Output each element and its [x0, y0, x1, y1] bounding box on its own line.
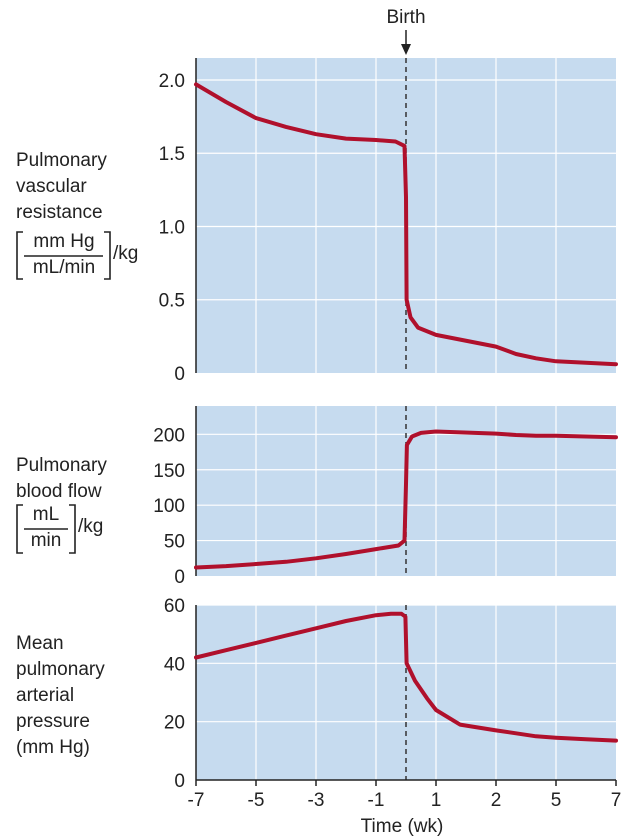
- y-tick-label: 40: [164, 654, 185, 675]
- y-tick-label: 1.0: [159, 217, 185, 238]
- x-axis-ticks: -7 -5 -3 -1 1 2 5 7: [188, 780, 622, 811]
- resistance-unit-fraction: mm Hg mL/min: [24, 231, 104, 281]
- ylabel-line: pulmonary: [16, 659, 105, 680]
- y-tick-label: 150: [153, 461, 185, 482]
- ylabel-line: resistance: [16, 202, 103, 223]
- vascular-resistance-panel: 0 0.5 1.0 1.5 2.0: [159, 58, 618, 385]
- y-tick-label: 0: [174, 567, 185, 588]
- birth-label: Birth: [386, 7, 425, 28]
- x-tick-label: -7: [188, 790, 205, 811]
- ylabel-line: arterial: [16, 685, 75, 706]
- series-line: [194, 611, 618, 743]
- y-tick-label: 0: [174, 771, 185, 792]
- x-tick-label: 1: [431, 790, 442, 811]
- x-tick-label: -1: [368, 790, 385, 811]
- resistance-ylabel: Pulmonary vascular resistance: [16, 148, 107, 226]
- y-tick-label: 200: [153, 425, 185, 446]
- x-tick-label: -3: [308, 790, 325, 811]
- y-tick-label: 60: [164, 596, 185, 617]
- y-tick-label: 20: [164, 713, 185, 734]
- resistance-unit-brackets: [16, 231, 111, 280]
- ylabel-line: vascular: [16, 176, 87, 197]
- x-tick-label: -5: [248, 790, 265, 811]
- x-axis-title: Time (wk): [361, 816, 444, 837]
- birth-arrow-head: [401, 44, 411, 55]
- flow-unit-fraction: mL min: [24, 504, 68, 554]
- ylabel-line: Mean: [16, 633, 64, 654]
- x-tick-label: 7: [611, 790, 622, 811]
- unit-numerator: mm Hg: [33, 231, 95, 252]
- y-tick-label: 2.0: [159, 71, 185, 92]
- blood-flow-panel: 0 50 100 150 200: [153, 406, 618, 588]
- y-tick-label: 0.5: [159, 291, 185, 312]
- y-tick-label: 100: [153, 496, 185, 517]
- series-line: [194, 429, 618, 570]
- flow-unit-brackets: [16, 504, 76, 554]
- y-tick-label: 0: [174, 364, 185, 385]
- y-tick-label: 50: [164, 532, 185, 553]
- ylabel-line: Pulmonary: [16, 150, 107, 171]
- ylabel-line: Pulmonary: [16, 455, 107, 476]
- blood-flow-ylabel: Pulmonary blood flow: [16, 453, 107, 505]
- ylabel-line: (mm Hg): [16, 737, 90, 758]
- y-tick-label: 1.5: [159, 144, 185, 165]
- unit-denominator: mL/min: [32, 257, 96, 278]
- flow-unit-suffix: /kg: [78, 516, 104, 537]
- arterial-pressure-ylabel: Mean pulmonary arterial pressure (mm Hg): [16, 631, 105, 761]
- series-line: [194, 82, 618, 367]
- x-tick-label: 5: [551, 790, 562, 811]
- resistance-unit-suffix: /kg: [113, 243, 139, 264]
- unit-denominator: min: [30, 530, 62, 551]
- x-tick-label: 2: [491, 790, 502, 811]
- arterial-pressure-panel: 0 20 40 60 -7 -5 -3 -1 1 2 5 7: [164, 596, 621, 811]
- ylabel-line: blood flow: [16, 481, 102, 502]
- ylabel-line: pressure: [16, 711, 90, 732]
- unit-numerator: mL: [32, 504, 60, 525]
